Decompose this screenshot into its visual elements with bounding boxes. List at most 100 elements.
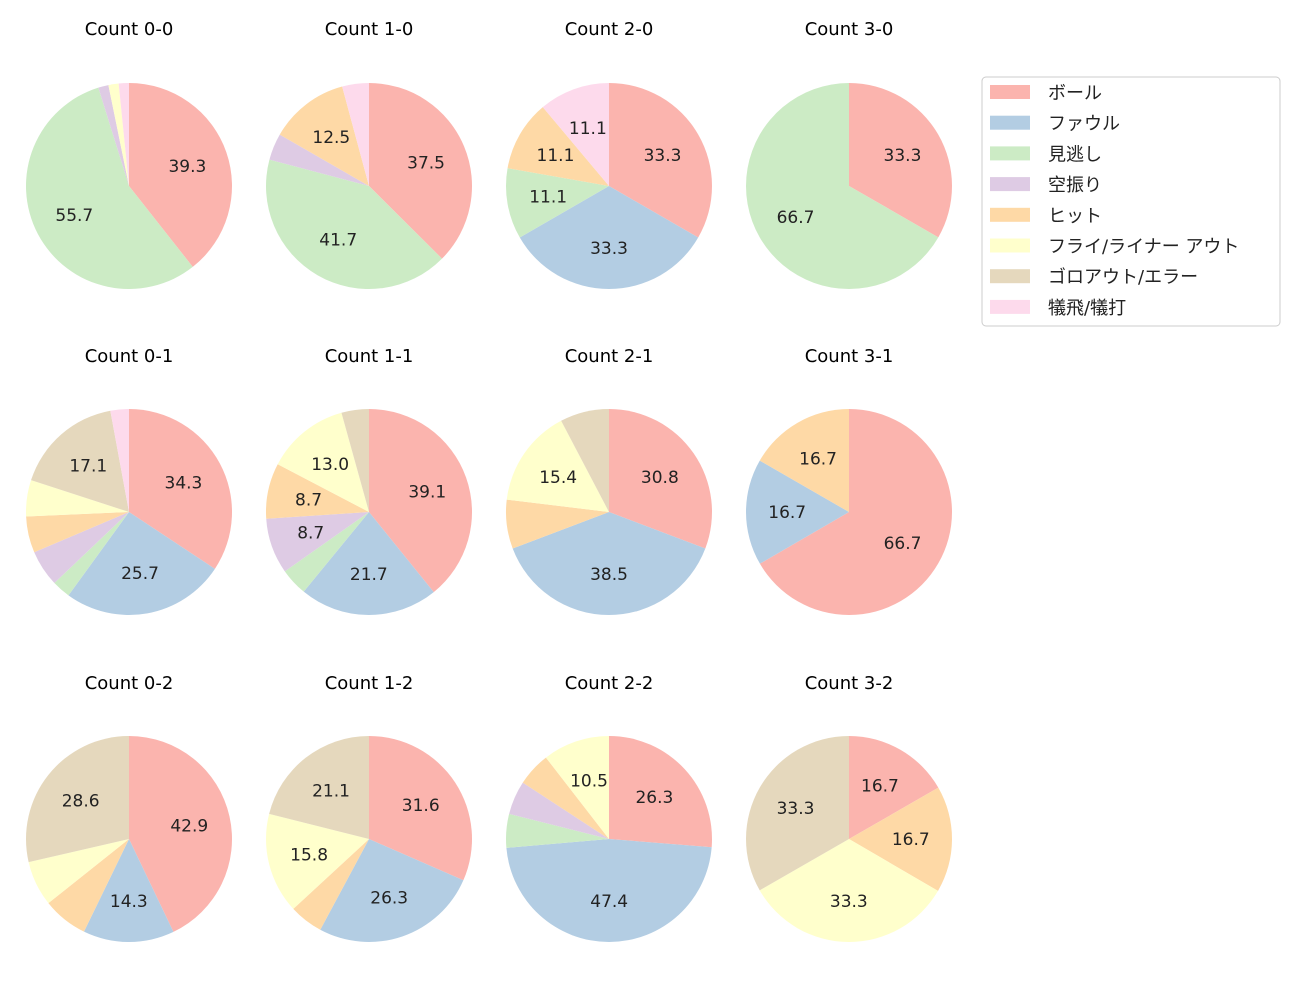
legend-label: ヒット — [1048, 206, 1102, 227]
slice-label: 16.7 — [799, 449, 837, 469]
pie-slice — [26, 87, 193, 289]
slice-label: 39.3 — [168, 157, 206, 177]
pie-slice — [28, 839, 129, 904]
pie-slice — [519, 186, 699, 289]
legend-label: フライ/ライナー アウト — [1048, 237, 1239, 258]
pie-slice — [279, 86, 369, 186]
pie-title: Count 0-2 — [85, 673, 174, 694]
pie-count-3-0: Count 3-0 33.3 66.7 — [745, 19, 953, 289]
slice-label: 47.4 — [590, 892, 628, 912]
pie-title: Count 3-1 — [805, 346, 894, 367]
slice-label: 41.7 — [319, 231, 357, 251]
pie-slice — [129, 83, 233, 267]
pie-slice — [303, 512, 434, 615]
pie-slice — [561, 409, 609, 512]
slice-label: 25.7 — [121, 564, 159, 584]
pie-count-3-1: Count 3-1 66.7 16.7 16.7 — [746, 346, 953, 615]
slice-label: 42.9 — [170, 816, 208, 836]
pie-title: Count 3-0 — [805, 19, 894, 40]
pie-slice — [505, 168, 609, 238]
slice-label: 31.6 — [402, 796, 440, 816]
pie-slice — [609, 83, 712, 238]
pie-slice — [759, 839, 938, 942]
slice-label: 55.7 — [55, 206, 93, 226]
pie-slice — [609, 736, 713, 848]
legend-label: 見逃し — [1048, 144, 1102, 165]
pie-slice — [746, 736, 849, 891]
pie-slice — [34, 512, 129, 583]
pie-slice — [83, 839, 174, 943]
legend-swatch — [990, 299, 1030, 314]
slice-label: 26.3 — [370, 888, 408, 908]
slice-label: 21.1 — [312, 781, 350, 801]
slice-label: 11.1 — [537, 146, 575, 166]
legend-label: 空振り — [1048, 175, 1102, 196]
pie-slice — [266, 813, 369, 909]
slice-label: 34.3 — [165, 474, 203, 494]
pie-count-2-0: Count 2-0 33.3 33.3 11.1 11.1 11.1 — [505, 19, 712, 289]
slice-label: 16.7 — [861, 777, 899, 797]
pie-count-3-2: Count 3-2 16.7 16.7 33.3 33.3 — [746, 673, 952, 942]
pie-slice — [266, 512, 369, 572]
slice-label: 38.5 — [590, 565, 628, 585]
slice-label: 13.0 — [311, 455, 349, 475]
legend-swatch — [990, 269, 1030, 284]
slice-label: 39.1 — [408, 482, 446, 502]
legend-swatch — [990, 207, 1030, 222]
slice-label: 16.7 — [892, 830, 930, 850]
pie-slice — [506, 420, 609, 512]
legend-label: ファウル — [1048, 114, 1120, 135]
slice-label: 10.5 — [570, 772, 608, 792]
slice-label: 28.6 — [62, 792, 100, 812]
slice-label: 15.4 — [539, 468, 577, 488]
pie-slice — [54, 512, 129, 596]
slice-label: 66.7 — [777, 208, 815, 228]
pie-count-1-2: Count 1-2 31.6 26.3 15.8 21.1 — [266, 673, 473, 943]
slice-label: 8.7 — [297, 524, 324, 544]
pie-title: Count 1-2 — [325, 673, 414, 694]
pie-slice — [522, 757, 609, 839]
slice-label: 33.3 — [590, 239, 628, 259]
pie-title: Count 1-1 — [325, 346, 414, 367]
slice-label: 37.5 — [407, 153, 445, 173]
legend-swatch — [990, 85, 1030, 99]
pie-title: Count 3-2 — [805, 673, 894, 694]
pie-slice — [284, 512, 369, 592]
pie-slice — [129, 736, 232, 932]
pie-slice — [269, 134, 369, 186]
pie-slice — [745, 83, 939, 289]
pie-count-2-1: Count 2-1 30.8 38.5 15.4 — [505, 346, 713, 616]
pie-slice — [341, 409, 369, 512]
pie-slice — [48, 839, 130, 932]
pie-slice — [759, 409, 849, 512]
pie-title: Count 1-0 — [325, 19, 414, 40]
slice-label: 8.7 — [295, 490, 322, 510]
pie-slice — [26, 512, 129, 553]
pie-slice — [505, 499, 609, 549]
pie-slice — [26, 480, 130, 517]
legend-label: ゴロアウト/エラー — [1048, 267, 1198, 288]
pie-title: Count 0-0 — [85, 19, 174, 40]
legend-swatch — [990, 177, 1030, 192]
legend-box — [981, 76, 1281, 327]
slice-label: 33.3 — [830, 892, 868, 912]
pie-slice — [759, 409, 953, 615]
pie-slice — [849, 83, 953, 238]
pie-count-0-2: Count 0-2 42.9 14.3 28.6 — [25, 673, 232, 943]
pie-slice — [369, 409, 472, 593]
pie-title: Count 2-1 — [565, 346, 654, 367]
pie-count-0-0: Count 0-0 39.3 55.7 — [26, 19, 233, 289]
pie-slice — [31, 410, 129, 512]
pie-slice — [108, 83, 129, 186]
pie-slice — [118, 83, 129, 186]
pie-count-2-2: Count 2-2 26.3 47.4 10.5 — [506, 673, 713, 943]
legend-swatch — [990, 115, 1030, 130]
pie-slice — [110, 409, 129, 512]
slice-label: 17.1 — [69, 457, 107, 477]
legend-swatch — [990, 146, 1030, 161]
pie-slice — [512, 512, 706, 616]
pie-slice — [369, 83, 472, 259]
slice-label: 66.7 — [884, 534, 922, 554]
pie-slice — [545, 736, 609, 839]
